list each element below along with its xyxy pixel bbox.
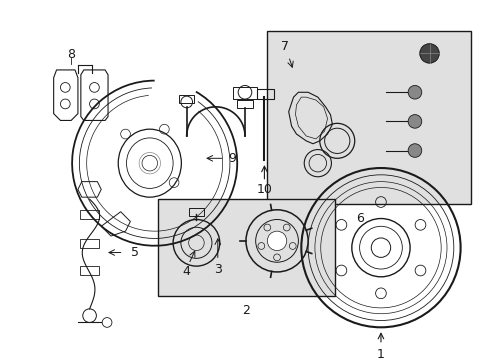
Text: 10: 10 (256, 183, 272, 196)
Circle shape (407, 114, 421, 128)
Circle shape (407, 85, 421, 99)
Text: 6: 6 (355, 212, 363, 225)
Text: 8: 8 (67, 48, 75, 61)
Bar (233, 87, 256, 99)
Text: 3: 3 (213, 262, 221, 275)
Text: 4: 4 (183, 265, 190, 278)
Bar (179, 95, 194, 103)
Circle shape (407, 144, 421, 157)
Circle shape (370, 238, 390, 257)
Bar (80, 239, 99, 248)
Bar (267, 31, 470, 204)
Bar (188, 208, 204, 216)
Bar (237, 100, 252, 108)
Text: 2: 2 (242, 304, 249, 317)
Bar (80, 266, 99, 275)
Text: 1: 1 (376, 348, 384, 360)
Text: 7: 7 (280, 40, 288, 53)
Text: 9: 9 (228, 152, 236, 165)
Circle shape (419, 44, 438, 63)
Bar (256, 89, 274, 99)
Bar (80, 210, 99, 219)
Bar (157, 199, 335, 296)
Circle shape (267, 231, 286, 251)
Text: 5: 5 (131, 246, 139, 259)
